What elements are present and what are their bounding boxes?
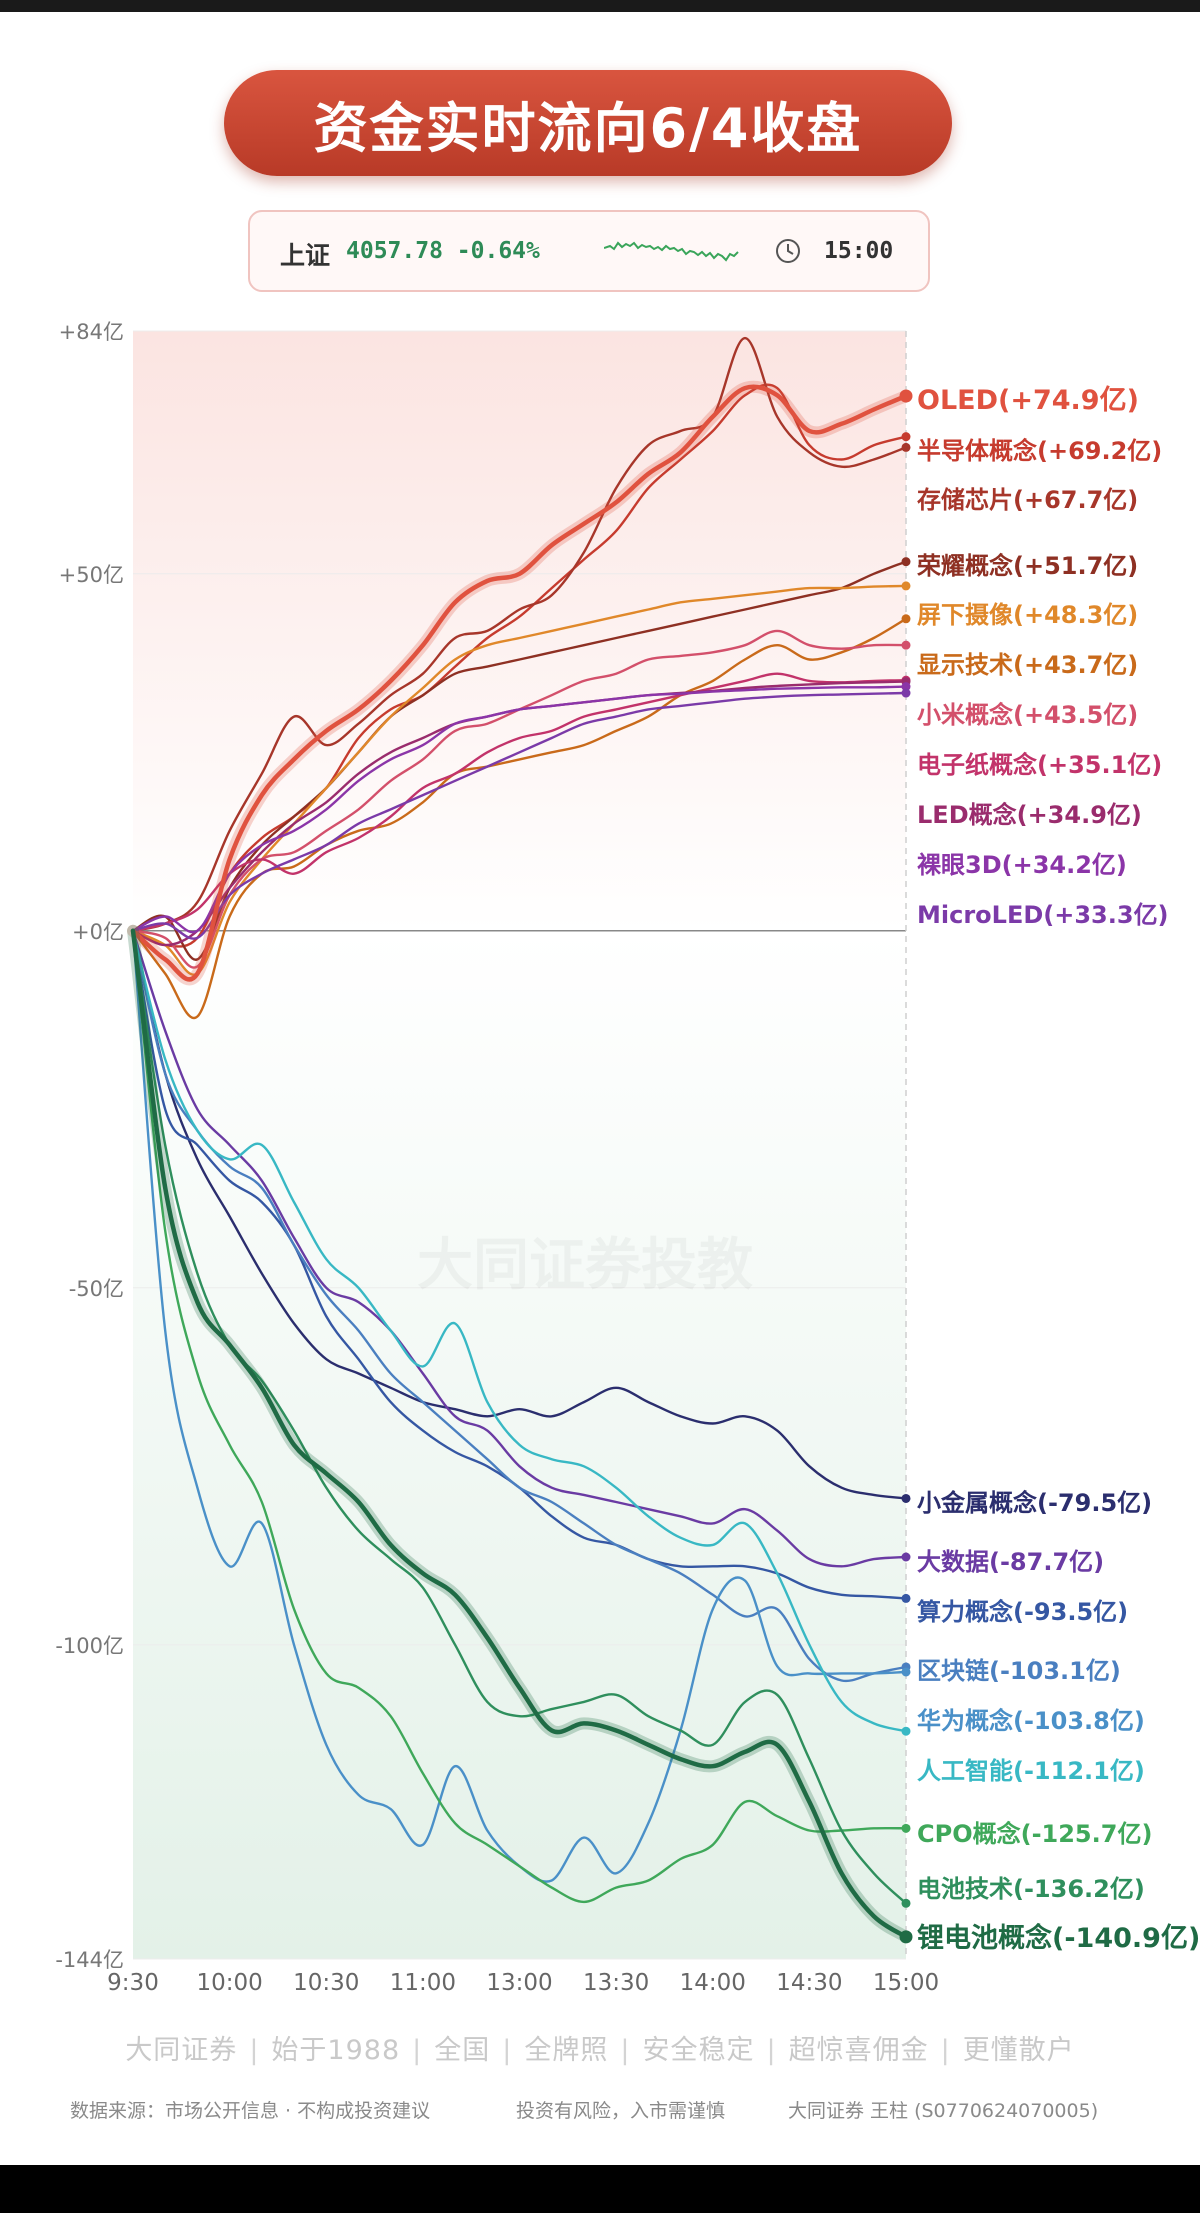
series-label: 锂电池概念(-140.9亿): [917, 1922, 1200, 1954]
series-line-1: [131, 383, 908, 948]
positive-region-bg: [133, 331, 906, 931]
series-label: LED概念(+34.9亿): [917, 801, 1142, 829]
series-line-7: [131, 672, 908, 932]
series-end-point: [901, 1898, 911, 1908]
x-tick-label: 14:30: [776, 1970, 842, 1996]
series-end-point: [899, 1930, 913, 1944]
index-time: 15:00: [824, 238, 894, 264]
series-label: CPO概念(-125.7亿): [917, 1820, 1152, 1848]
series-end-point: [901, 1593, 911, 1603]
series-label: 小金属概念(-79.5亿): [917, 1489, 1152, 1517]
series-line-2: [131, 336, 908, 932]
slogan-item: 更懂散户: [962, 2035, 1075, 2066]
series-label: 半导体概念(+69.2亿): [917, 437, 1162, 465]
top-frame-bar: [0, 0, 1200, 12]
series-label: 电池技术(-136.2亿): [917, 1875, 1145, 1903]
series-line-10: [131, 691, 908, 940]
footer-advisor: 大同证券 王柱 (S0770624070005): [788, 2100, 1099, 2122]
series-end-point: [901, 682, 911, 692]
slogan-item: 始于1988: [271, 2035, 401, 2066]
page-title: 资金实时流向6/4收盘: [224, 70, 952, 176]
series-line-9: [131, 685, 908, 934]
x-tick-label: 13:00: [486, 1970, 552, 1996]
sparkline-icon: [604, 241, 739, 262]
x-tick-label: 11:00: [390, 1970, 456, 1996]
series-end-point: [901, 442, 911, 452]
series-end-point: [901, 640, 911, 650]
series-line-16: [131, 929, 908, 1733]
series-line-19: [130, 928, 909, 1940]
footer-slogans: 大同证券 | 始于1988 | 全国 | 全牌照 | 安全稳定 | 超惊喜佣金 | 更懂散户: [125, 2035, 1075, 2066]
footer-risk: 投资有风险，入市需谨慎: [516, 2100, 726, 2122]
series-end-point: [901, 1552, 911, 1562]
series-label: 大数据(-87.7亿): [917, 1548, 1104, 1576]
series-end-point: [901, 432, 911, 442]
slogan-item: 全牌照: [524, 2035, 609, 2066]
index-name: 上证: [280, 241, 331, 270]
y-tick-label: -144亿: [55, 1948, 124, 1972]
index-summary-box: 上证 4057.78 -0.64% 15:00: [248, 210, 930, 292]
x-tick-label: 10:30: [293, 1970, 359, 1996]
series-line-11: [131, 929, 908, 1500]
series-label: 显示技术(+43.7亿): [917, 651, 1138, 679]
series-end-point: [901, 557, 911, 567]
series-label: 裸眼3D(+34.2亿): [917, 851, 1127, 879]
x-tick-label: 15:00: [873, 1970, 939, 1996]
series-line-0: [130, 384, 909, 982]
fund-flow-chart: 大同证券投教 OLED(+74.9亿) 半导体概念(+69.2亿) 存储芯片(+67…: [55, 320, 1200, 1996]
series-label: 小米概念(+43.5亿): [917, 701, 1138, 729]
y-tick-label: +50亿: [59, 563, 124, 587]
clock-icon: [776, 239, 800, 263]
x-tick-label: 9:30: [107, 1970, 159, 1996]
series-line-15: [131, 929, 908, 1883]
x-tick-label: 13:30: [583, 1970, 649, 1996]
x-tick-label: 10:00: [196, 1970, 262, 1996]
series-label: MicroLED(+33.3亿): [917, 901, 1169, 929]
series-label: 屏下摄像(+48.3亿): [917, 601, 1138, 629]
slogan-item: 超惊喜佣金: [788, 2035, 929, 2066]
series-label: 华为概念(-103.8亿): [917, 1707, 1145, 1735]
index-value: 4057.78 -0.64%: [346, 238, 540, 264]
series-end-point: [901, 614, 911, 624]
y-tick-label: -100亿: [55, 1634, 124, 1658]
watermark-text: 大同证券投教: [417, 1233, 753, 1298]
bottom-frame-bar: [0, 2165, 1200, 2213]
slogan-item: 全国: [434, 2035, 491, 2066]
series-line-3: [131, 560, 908, 961]
series-end-point: [901, 1726, 911, 1736]
x-tick-label: 14:00: [680, 1970, 746, 1996]
series-label: 存储芯片(+67.7亿): [917, 486, 1138, 514]
slogan-item: 安全稳定: [642, 2035, 755, 2066]
footer-source: 数据来源：市场公开信息 · 不构成投资建议: [70, 2100, 431, 2122]
series-label: 人工智能(-112.1亿): [917, 1757, 1145, 1785]
slogan-item: 大同证券: [125, 2035, 238, 2066]
y-tick-label: -50亿: [69, 1277, 124, 1301]
series-line-14: [131, 929, 908, 1683]
series-line-17: [131, 929, 908, 1904]
series-label: 电子纸概念(+35.1亿): [917, 751, 1162, 779]
series-label: 荣耀概念(+51.7亿): [917, 552, 1138, 580]
series-end-point: [901, 688, 911, 698]
series-label: 算力概念(-93.5亿): [917, 1598, 1128, 1626]
series-end-point: [901, 1493, 911, 1503]
series-end-point: [901, 1823, 911, 1833]
series-end-point: [901, 1667, 911, 1677]
series-label: 区块链(-103.1亿): [917, 1657, 1121, 1685]
series-label: OLED(+74.9亿): [917, 385, 1139, 416]
y-tick-label: +0亿: [72, 920, 124, 944]
y-tick-label: +84亿: [59, 320, 124, 344]
series-line-12: [131, 929, 908, 1568]
series-end-point: [901, 581, 911, 591]
series-line-5: [131, 617, 908, 1020]
series-end-point: [899, 389, 913, 403]
